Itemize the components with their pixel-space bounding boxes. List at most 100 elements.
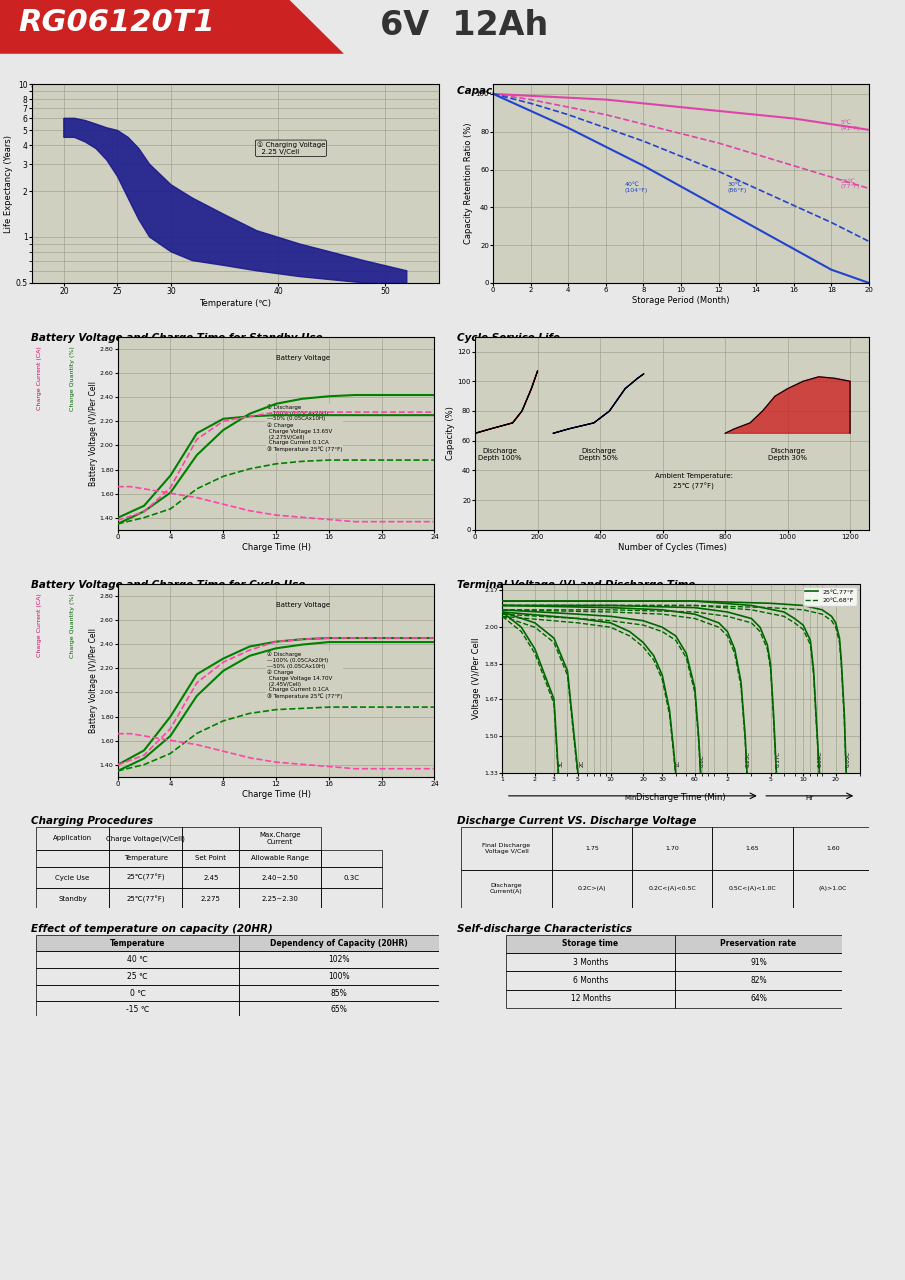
Bar [506,972,675,989]
Bar [36,984,239,1001]
Text: 40 ℃: 40 ℃ [128,955,148,964]
Bar [552,827,632,870]
Text: Trickle(or Float)Design Life: Trickle(or Float)Design Life [32,86,190,96]
CQ50 [165,502,176,517]
Text: 1.70: 1.70 [665,846,679,851]
Polygon shape [0,0,344,54]
Text: 0.05C: 0.05C [845,750,851,767]
Bar [632,870,712,908]
Text: Preservation rate: Preservation rate [720,940,796,948]
Text: ① Charging Voltage
  2.25 V/Cell: ① Charging Voltage 2.25 V/Cell [257,142,325,155]
Text: 2.40~2.50: 2.40~2.50 [262,874,299,881]
Bar [239,968,439,984]
Text: 0.6C: 0.6C [700,754,705,767]
Text: Capacity Retention  Characteristic: Capacity Retention Characteristic [457,86,656,96]
Text: Discharge
Depth 50%: Discharge Depth 50% [579,448,618,461]
X-axis label: Charge Time (H): Charge Time (H) [242,790,310,799]
CQ50 [297,453,308,468]
Bar [675,934,842,954]
Bar [239,850,320,867]
CQ50 [244,461,255,476]
Text: 25℃ (77°F): 25℃ (77°F) [673,483,714,490]
Text: 6 Months: 6 Months [573,977,608,986]
Text: 2C: 2C [580,759,585,767]
Text: Charge Quantity (%): Charge Quantity (%) [70,347,75,411]
Text: 0.2C<(A)<0.5C: 0.2C<(A)<0.5C [648,886,696,891]
Bar [506,934,675,954]
Text: 30℃
(86°F): 30℃ (86°F) [728,182,748,193]
Bar [36,968,239,984]
CQ100 [218,422,229,438]
CQ100 [429,388,440,403]
Line: CQ50: CQ50 [118,460,434,524]
X-axis label: Charge Time (H): Charge Time (H) [242,543,310,552]
Text: Allowable Range: Allowable Range [252,855,309,861]
Text: 1.75: 1.75 [585,846,599,851]
CQ50 [138,509,149,525]
Y-axis label: Battery Voltage (V)/Per Cell: Battery Voltage (V)/Per Cell [90,380,99,486]
Bar [632,827,712,870]
Text: 102%: 102% [329,955,350,964]
Bar [462,870,552,908]
Bar [506,989,675,1009]
Text: Discharge
Depth 100%: Discharge Depth 100% [479,448,522,461]
CQ100 [244,406,255,421]
Text: Terminal Voltage (V) and Discharge Time: Terminal Voltage (V) and Discharge Time [457,580,695,590]
Text: 1C: 1C [675,759,681,767]
X-axis label: Temperature (℃): Temperature (℃) [199,298,272,307]
CQ50 [323,452,334,467]
CQ100 [376,388,387,403]
X-axis label: Number of Cycles (Times): Number of Cycles (Times) [617,543,727,552]
Bar [36,888,109,910]
Text: Charge Quantity (%): Charge Quantity (%) [70,594,75,658]
Text: 0.3C: 0.3C [343,874,359,881]
Text: Temperature: Temperature [124,855,167,861]
Text: Standby: Standby [58,896,87,902]
CQ50 [429,452,440,467]
Text: 12 Months: 12 Months [570,995,611,1004]
Y-axis label: Capacity Retention Ratio (%): Capacity Retention Ratio (%) [463,123,472,244]
CQ50 [112,516,123,531]
Bar [462,827,552,870]
CQ100 [192,448,203,463]
CQ50 [376,452,387,467]
Legend: 25℃,77°F, 20℃,68°F: 25℃,77°F, 20℃,68°F [803,586,857,605]
Text: 3C: 3C [558,759,564,767]
Text: 91%: 91% [750,957,767,966]
Text: Cycle Use: Cycle Use [55,874,90,881]
Text: Dependency of Capacity (20HR): Dependency of Capacity (20HR) [271,938,408,947]
Bar [182,850,239,867]
Bar [109,888,182,910]
Text: Storage time: Storage time [562,940,619,948]
Text: Set Point: Set Point [195,855,226,861]
Polygon shape [475,371,538,433]
Text: 0.09C: 0.09C [817,750,823,767]
Bar [239,934,439,951]
Bar [36,951,239,968]
CQ100 [112,516,123,531]
Text: 64%: 64% [750,995,767,1004]
Text: 0.25C: 0.25C [746,750,750,767]
Bar [182,888,239,910]
CQ100 [271,396,281,411]
Text: RG06120T1: RG06120T1 [18,8,214,37]
Text: ① Discharge
—100% (0.05CAx20H)
---50% (0.05CAx10H)
② Charge
 Charge Voltage 14.7: ① Discharge —100% (0.05CAx20H) ---50% (0… [266,652,342,699]
Bar [109,867,182,888]
Text: Charge Voltage(V/Cell): Charge Voltage(V/Cell) [106,836,186,842]
Text: Application: Application [52,836,92,841]
Text: Battery Voltage: Battery Voltage [276,355,330,361]
Bar [552,870,632,908]
Text: 6V  12Ah: 6V 12Ah [380,9,548,42]
Text: 5℃
(41°F): 5℃ (41°F) [841,120,860,131]
Text: 0 ℃: 0 ℃ [129,988,146,997]
Bar [239,951,439,968]
Text: Effect of temperature on capacity (20HR): Effect of temperature on capacity (20HR) [32,924,273,934]
Text: Battery Voltage and Charge Time for Cycle Use: Battery Voltage and Charge Time for Cycl… [32,580,306,590]
Text: 25℃
(77°F): 25℃ (77°F) [841,179,860,189]
Bar [109,827,182,850]
Bar [675,989,842,1009]
Text: Cycle Service Life: Cycle Service Life [457,333,559,343]
Text: 85%: 85% [330,988,348,997]
X-axis label: Discharge Time (Min): Discharge Time (Min) [636,794,726,803]
Text: ① Discharge
—100% (0.05CAx20H)
---50% (0.05CAx10H)
② Charge
 Charge Voltage 13.6: ① Discharge —100% (0.05CAx20H) ---50% (0… [266,404,342,452]
